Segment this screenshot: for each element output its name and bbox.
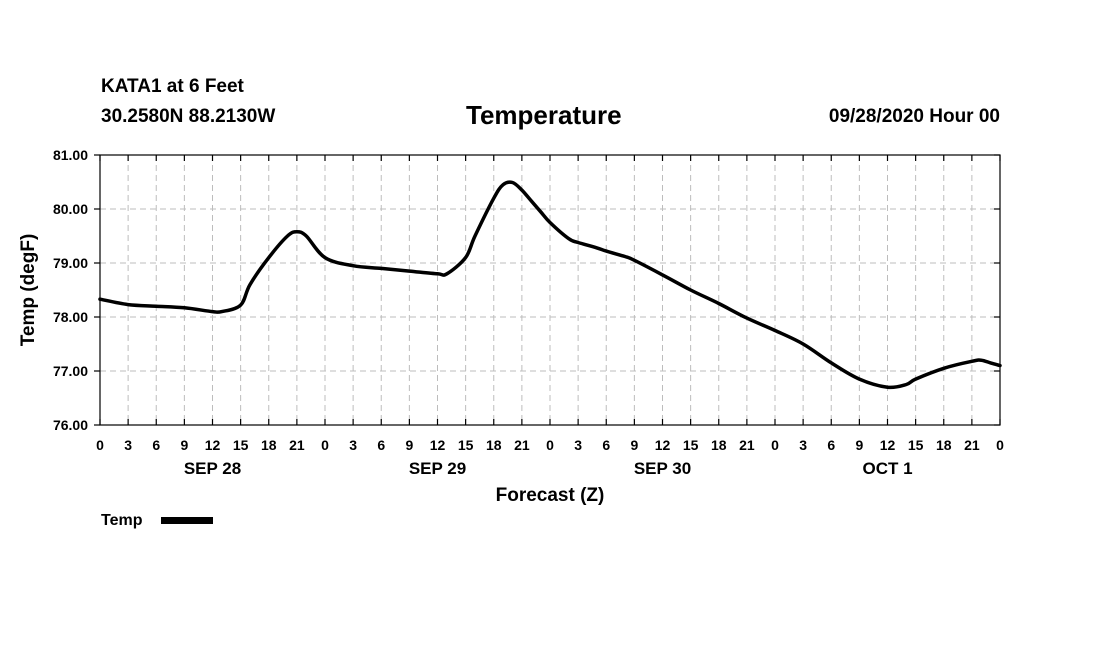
y-tick-label: 77.00	[53, 363, 88, 379]
x-tick-label: 0	[546, 437, 554, 453]
x-tick-label: 21	[964, 437, 980, 453]
x-tick-label: 0	[321, 437, 329, 453]
x-tick-label: 21	[739, 437, 755, 453]
x-tick-label: 15	[458, 437, 474, 453]
tick-layer	[94, 154, 1001, 426]
x-tick-label: 18	[486, 437, 502, 453]
y-tick-label: 78.00	[53, 309, 88, 325]
x-tick-label: 9	[630, 437, 638, 453]
y-tick-label: 81.00	[53, 147, 88, 163]
x-tick-label: 9	[180, 437, 188, 453]
x-tick-label: 12	[205, 437, 221, 453]
station-name: KATA1 at 6 Feet	[101, 76, 244, 97]
y-tick-label: 79.00	[53, 255, 88, 271]
x-tick-label: 21	[514, 437, 530, 453]
x-tick-label: 0	[96, 437, 104, 453]
x-tick-label: 0	[771, 437, 779, 453]
x-tick-label: 15	[233, 437, 249, 453]
x-axis-title: Forecast (Z)	[496, 485, 605, 506]
x-tick-label: 3	[574, 437, 582, 453]
station-coordinates: 30.2580N 88.2130W	[101, 106, 276, 127]
x-tick-label: 6	[602, 437, 610, 453]
x-tick-label: 18	[261, 437, 277, 453]
chart-title: Temperature	[466, 100, 622, 130]
x-tick-label: 12	[880, 437, 896, 453]
x-tick-label: 18	[936, 437, 952, 453]
series-line-temp	[98, 180, 1002, 390]
x-tick-label: 3	[349, 437, 357, 453]
forecast-datetime: 09/28/2020 Hour 00	[828, 106, 1000, 127]
y-axis-title: Temp (degF)	[18, 234, 39, 347]
x-tick-label: 9	[405, 437, 413, 453]
x-tick-label: 3	[799, 437, 807, 453]
y-tick-label: 80.00	[53, 201, 88, 217]
day-label: OCT 1	[862, 459, 912, 478]
day-label: SEP 29	[409, 459, 466, 478]
legend: Temp	[101, 512, 213, 529]
legend-swatch-temp	[161, 517, 213, 524]
x-tick-label: 15	[908, 437, 924, 453]
day-label: SEP 30	[634, 459, 691, 478]
x-tick-label: 6	[377, 437, 385, 453]
y-tick-label: 76.00	[53, 417, 88, 433]
label-layer: 0 3 6 9 12 15 18 21 0 3 6 9 12 15 18 21 0 3 6 9 12 15 18 21 0 3 6 9…	[53, 147, 1004, 478]
x-tick-label: 21	[289, 437, 305, 453]
day-label: SEP 28	[184, 459, 241, 478]
grid-layer	[100, 155, 1000, 425]
x-tick-label: 3	[124, 437, 132, 453]
x-tick-label: 6	[152, 437, 160, 453]
x-tick-label: 6	[827, 437, 835, 453]
series-layer	[98, 180, 1002, 390]
x-tick-label: 18	[711, 437, 727, 453]
x-tick-label: 12	[655, 437, 671, 453]
x-tick-label: 12	[430, 437, 446, 453]
x-tick-label: 15	[683, 437, 699, 453]
x-tick-label: 0	[996, 437, 1004, 453]
legend-label: Temp	[101, 512, 143, 529]
x-tick-label: 9	[855, 437, 863, 453]
